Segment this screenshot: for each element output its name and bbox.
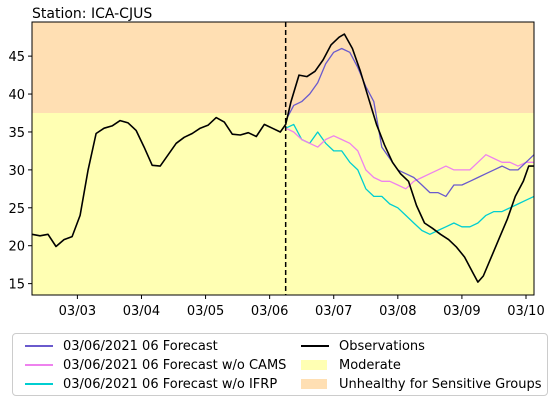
legend-swatch — [25, 345, 53, 347]
legend-label: Unhealthy for Sensitive Groups — [339, 377, 542, 392]
x-tick-label: 03/04 — [123, 304, 160, 319]
legend-item-forecast-no-ifrp: 03/06/2021 06 Forecast w/o IFRP — [25, 375, 277, 393]
band-moderate — [32, 113, 534, 295]
y-tick-label: 25 — [8, 202, 25, 217]
legend-label: 03/06/2021 06 Forecast — [63, 339, 218, 354]
legend-label: Observations — [339, 339, 425, 354]
y-tick-label: 15 — [8, 278, 25, 293]
legend-swatch — [301, 379, 327, 389]
x-tick-label: 03/05 — [187, 304, 224, 319]
x-tick-label: 03/06 — [251, 304, 288, 319]
legend-swatch — [25, 383, 53, 385]
legend-item-usg: Unhealthy for Sensitive Groups — [301, 375, 542, 393]
y-tick-label: 45 — [8, 50, 25, 65]
y-axis: 15 20 25 30 35 40 45 — [8, 50, 32, 293]
x-tick-label: 03/07 — [315, 304, 352, 319]
x-tick-label: 03/10 — [507, 304, 544, 319]
legend-item-observations: Observations — [301, 337, 425, 355]
chart-title: Station: ICA-CJUS — [32, 6, 152, 22]
legend-label: 03/06/2021 06 Forecast w/o IFRP — [63, 377, 277, 392]
band-unhealthy-for-sensitive-groups — [32, 22, 534, 113]
legend-label: Moderate — [339, 358, 401, 373]
y-tick-label: 20 — [8, 240, 25, 255]
category-bands — [32, 22, 534, 295]
legend-item-forecast-no-cams: 03/06/2021 06 Forecast w/o CAMS — [25, 356, 286, 374]
x-axis: 03/03 03/04 03/05 03/06 03/07 03/08 03/09 03/10 — [59, 295, 545, 319]
x-tick-label: 03/03 — [59, 304, 96, 319]
x-tick-label: 03/08 — [379, 304, 416, 319]
y-tick-label: 30 — [8, 164, 25, 179]
legend-item-moderate: Moderate — [301, 356, 401, 374]
legend-swatch — [301, 360, 327, 370]
x-tick-label: 03/09 — [443, 304, 480, 319]
legend-label: 03/06/2021 06 Forecast w/o CAMS — [63, 358, 286, 373]
legend-item-forecast: 03/06/2021 06 Forecast — [25, 337, 218, 355]
y-tick-label: 35 — [8, 126, 25, 141]
legend-swatch — [301, 345, 329, 347]
legend-swatch — [25, 364, 53, 366]
legend: 03/06/2021 06 Forecast 03/06/2021 06 For… — [12, 333, 548, 396]
y-tick-label: 40 — [8, 88, 25, 103]
